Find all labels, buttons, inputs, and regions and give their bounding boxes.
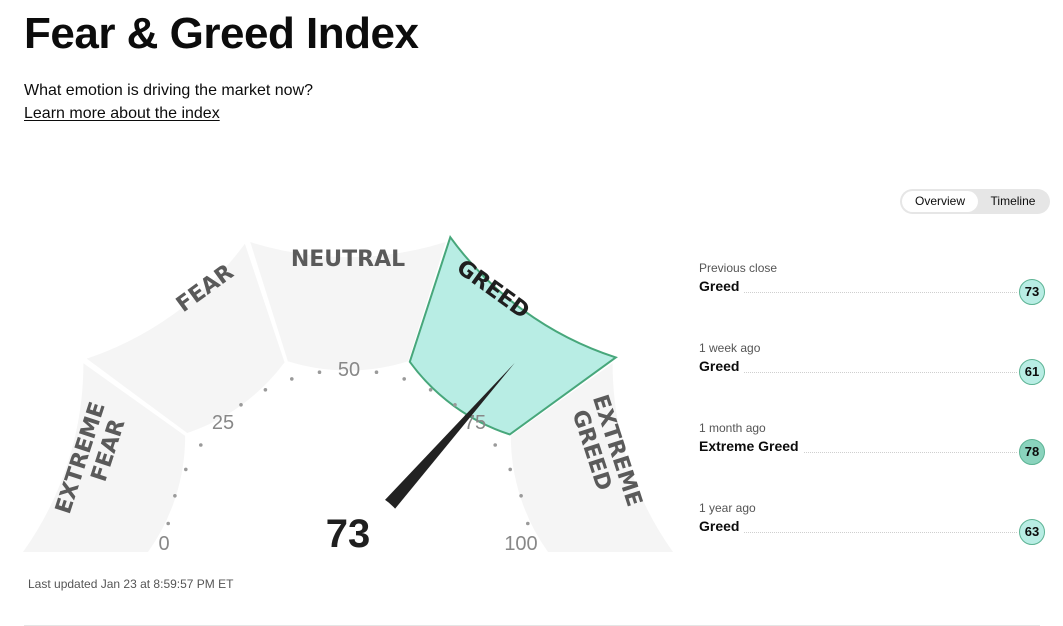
gauge-tick-dot	[453, 403, 457, 407]
gauge-hub	[284, 488, 412, 570]
gauge-tick-dot	[428, 388, 433, 392]
gauge-tick-dot	[166, 521, 170, 526]
gauge-tick-dot	[508, 467, 512, 472]
gauge-zones	[23, 235, 673, 552]
gauge-tick-dot	[402, 377, 407, 381]
gauge-tick-dot	[239, 403, 243, 407]
gauge-tick-dot	[526, 521, 530, 526]
zone-greed	[408, 235, 618, 436]
history-label: Greed	[699, 358, 744, 374]
history-row-1-week: 1 week ago Greed 61	[699, 339, 1047, 403]
scale-label-50: 50	[338, 359, 360, 381]
gauge-tick-dot	[263, 388, 268, 392]
view-toggle: Overview Timeline	[900, 189, 1050, 214]
history-row-1-month: 1 month ago Extreme Greed 78	[699, 419, 1047, 483]
scale-label-100: 100	[504, 533, 537, 555]
gauge-ticks	[166, 370, 530, 526]
gauge-tick-dot	[317, 370, 322, 375]
gauge-value: 73	[326, 512, 371, 556]
scale-label-0: 0	[158, 533, 169, 555]
page-title: Fear & Greed Index	[24, 9, 419, 58]
history-label: Extreme Greed	[699, 438, 803, 454]
zone-fear	[86, 243, 285, 434]
gauge-tick-dot	[199, 443, 203, 447]
gauge-tick-dot	[290, 377, 294, 381]
history-leader	[699, 372, 1017, 373]
history-when: 1 week ago	[699, 341, 761, 355]
gauge-tick-dot	[184, 467, 188, 472]
history-when: 1 month ago	[699, 421, 766, 435]
history-value-badge: 63	[1019, 519, 1045, 545]
gauge-tick-dot	[374, 370, 379, 375]
timeline-tab[interactable]: Timeline	[990, 194, 1036, 208]
history-value-badge: 73	[1019, 279, 1045, 305]
gauge-tick-dot	[493, 443, 498, 447]
history-value-badge: 78	[1019, 439, 1045, 465]
gauge-needle	[379, 362, 515, 516]
history-value-badge: 61	[1019, 359, 1045, 385]
history-when: 1 year ago	[699, 501, 756, 515]
history-label: Greed	[699, 518, 744, 534]
zone-extreme-fear	[23, 363, 186, 552]
history-row-1-year: 1 year ago Greed 63	[699, 499, 1047, 563]
learn-more-link[interactable]: Learn more about the index	[24, 105, 220, 122]
zone-extreme-greed	[510, 363, 673, 552]
history-leader	[699, 292, 1017, 293]
gauge-tick-dot	[173, 494, 177, 498]
gauge-tick-dot	[519, 494, 523, 498]
history-leader	[699, 532, 1017, 533]
page-subtitle: What emotion is driving the market now?	[24, 82, 314, 99]
zone-neutral	[250, 242, 446, 371]
history-row-previous-close: Previous close Greed 73	[699, 259, 1047, 323]
history-label: Greed	[699, 278, 744, 294]
overview-tab[interactable]: Overview	[902, 191, 978, 212]
last-updated: Last updated Jan 23 at 8:59:57 PM ET	[28, 577, 234, 591]
scale-label-25: 25	[212, 412, 234, 434]
fear-greed-gauge: 0 25 50 75 100 EXTREME FEAR FEAR NEUTRAL…	[23, 235, 673, 570]
history-when: Previous close	[699, 261, 778, 275]
history-leader	[699, 452, 1017, 453]
zone-label-neutral: NEUTRAL	[291, 247, 405, 272]
